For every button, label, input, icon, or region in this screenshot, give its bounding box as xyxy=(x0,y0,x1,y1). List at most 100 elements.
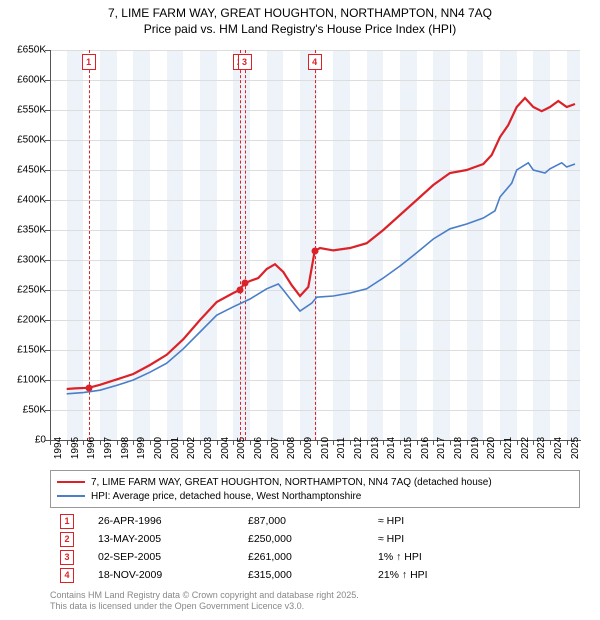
sales-row: 213-MAY-2005£250,000≈ HPI xyxy=(60,530,498,548)
x-axis-label: 2017 xyxy=(436,437,447,459)
x-axis-label: 1999 xyxy=(136,437,147,459)
y-axis-label: £450K xyxy=(17,165,46,176)
x-tick xyxy=(567,440,568,445)
marker-box: 4 xyxy=(308,54,322,70)
x-tick xyxy=(517,440,518,445)
x-tick xyxy=(183,440,184,445)
x-axis-label: 2000 xyxy=(153,437,164,459)
y-axis-label: £600K xyxy=(17,75,46,86)
sale-data-point xyxy=(85,384,92,391)
x-tick xyxy=(133,440,134,445)
y-axis-label: £250K xyxy=(17,285,46,296)
x-axis-label: 1997 xyxy=(103,437,114,459)
x-tick xyxy=(317,440,318,445)
y-axis-label: £200K xyxy=(17,315,46,326)
x-tick xyxy=(500,440,501,445)
sales-delta: 21% ↑ HPI xyxy=(378,569,498,581)
y-axis-label: £300K xyxy=(17,255,46,266)
x-tick xyxy=(467,440,468,445)
y-axis-label: £500K xyxy=(17,135,46,146)
sales-num-box: 2 xyxy=(60,532,74,547)
x-axis-label: 2022 xyxy=(520,437,531,459)
x-tick xyxy=(533,440,534,445)
x-tick xyxy=(350,440,351,445)
sales-num-box: 1 xyxy=(60,514,74,529)
x-axis-label: 2008 xyxy=(286,437,297,459)
x-axis-label: 2020 xyxy=(486,437,497,459)
chart-container: 7, LIME FARM WAY, GREAT HOUGHTON, NORTHA… xyxy=(0,0,600,620)
x-tick xyxy=(417,440,418,445)
x-axis-label: 1995 xyxy=(70,437,81,459)
x-tick xyxy=(117,440,118,445)
x-axis-label: 2014 xyxy=(386,437,397,459)
x-axis-label: 2025 xyxy=(570,437,581,459)
x-axis-label: 2011 xyxy=(336,437,347,459)
x-tick xyxy=(150,440,151,445)
chart-area: £0£50K£100K£150K£200K£250K£300K£350K£400… xyxy=(50,50,580,440)
x-tick xyxy=(250,440,251,445)
x-tick xyxy=(433,440,434,445)
marker-box: 3 xyxy=(238,54,252,70)
sales-price: £315,000 xyxy=(248,569,378,581)
x-axis-label: 2024 xyxy=(553,437,564,459)
x-tick xyxy=(400,440,401,445)
legend-label-2: HPI: Average price, detached house, West… xyxy=(91,491,361,502)
x-axis-label: 2012 xyxy=(353,437,364,459)
x-tick xyxy=(267,440,268,445)
sale-data-point xyxy=(241,280,248,287)
legend-row: 7, LIME FARM WAY, GREAT HOUGHTON, NORTHA… xyxy=(57,475,573,489)
sales-delta: ≈ HPI xyxy=(378,533,498,545)
sale-data-point xyxy=(236,287,243,294)
y-axis-label: £400K xyxy=(17,195,46,206)
line-plot-svg xyxy=(50,50,580,440)
x-axis-label: 1998 xyxy=(120,437,131,459)
x-tick xyxy=(200,440,201,445)
legend-swatch-red xyxy=(57,481,85,484)
x-tick xyxy=(300,440,301,445)
x-tick xyxy=(283,440,284,445)
x-tick xyxy=(383,440,384,445)
footer-line-2: This data is licensed under the Open Gov… xyxy=(50,601,359,612)
legend-swatch-blue xyxy=(57,495,85,497)
title-line-2: Price paid vs. HM Land Registry's House … xyxy=(0,22,600,38)
x-axis-label: 2004 xyxy=(220,437,231,459)
sales-delta: ≈ HPI xyxy=(378,515,498,527)
sales-date: 18-NOV-2009 xyxy=(98,569,248,581)
footer-line-1: Contains HM Land Registry data © Crown c… xyxy=(50,590,359,601)
x-axis-label: 2016 xyxy=(420,437,431,459)
y-axis-label: £50K xyxy=(23,405,46,416)
x-tick xyxy=(550,440,551,445)
x-axis-label: 2009 xyxy=(303,437,314,459)
x-axis-label: 2010 xyxy=(320,437,331,459)
sales-num-box: 4 xyxy=(60,568,74,583)
x-tick xyxy=(50,440,51,445)
sales-date: 02-SEP-2005 xyxy=(98,551,248,563)
footer-note: Contains HM Land Registry data © Crown c… xyxy=(50,590,359,612)
sales-price: £261,000 xyxy=(248,551,378,563)
x-axis-label: 2013 xyxy=(370,437,381,459)
x-axis-label: 2018 xyxy=(453,437,464,459)
x-axis-label: 2006 xyxy=(253,437,264,459)
sales-row: 126-APR-1996£87,000≈ HPI xyxy=(60,512,498,530)
x-axis-label: 2002 xyxy=(186,437,197,459)
sales-row: 4 18-NOV-2009£315,00021% ↑ HPI xyxy=(60,566,498,584)
x-tick xyxy=(450,440,451,445)
x-axis-label: 2001 xyxy=(170,437,181,459)
x-tick xyxy=(333,440,334,445)
x-tick xyxy=(83,440,84,445)
series-red-path xyxy=(67,98,575,389)
x-tick xyxy=(217,440,218,445)
y-axis-label: £350K xyxy=(17,225,46,236)
x-axis-label: 2015 xyxy=(403,437,414,459)
y-axis-label: £150K xyxy=(17,345,46,356)
x-tick xyxy=(100,440,101,445)
x-axis-label: 2003 xyxy=(203,437,214,459)
sale-data-point xyxy=(311,248,318,255)
x-tick xyxy=(233,440,234,445)
sales-row: 302-SEP-2005£261,0001% ↑ HPI xyxy=(60,548,498,566)
x-tick xyxy=(367,440,368,445)
sales-num-box: 3 xyxy=(60,550,74,565)
marker-box: 1 xyxy=(82,54,96,70)
x-axis-label: 2019 xyxy=(470,437,481,459)
y-axis-label: £100K xyxy=(17,375,46,386)
